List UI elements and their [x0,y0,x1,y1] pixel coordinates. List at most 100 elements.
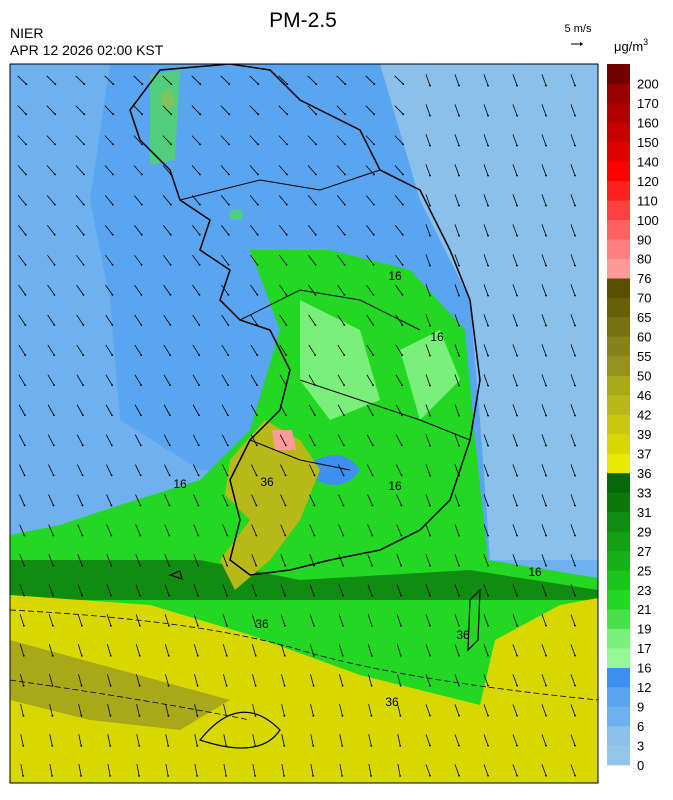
wind-arrow-head [22,624,25,627]
wind-arrow [252,764,256,776]
wind-arrow-head [313,534,316,537]
wind-arrow-head [111,203,114,206]
wind-arrow-head [286,83,289,86]
contour-label: 16 [173,477,187,491]
wind-arrow [512,134,518,146]
wind-arrow [541,344,547,356]
wind-arrow-head [344,173,346,176]
wind-arrow-head [370,744,373,747]
wind-arrow [133,75,143,85]
wind-arrow-head [458,684,460,687]
wind-arrow-head [429,414,431,417]
wind-arrow-head [140,263,143,266]
wind-arrow-head [458,144,460,147]
wind-arrow [310,674,314,686]
wind-arrow [454,194,460,206]
wind-arrow [17,75,27,85]
colorbar-label: 6 [637,719,644,734]
wind-arrow [310,734,314,746]
wind-arrow-head [574,774,576,777]
wind-arrow [17,225,27,235]
wind-arrow-head [458,114,460,117]
wind-arrow-head [545,234,547,237]
wind-arrow-head [429,354,431,357]
wind-arrow [512,584,518,596]
olive-region [10,640,230,730]
wind-arrow [541,74,547,86]
wind-arrow-head [23,594,25,597]
wind-arrow-head [80,654,83,657]
wind-arrow-head [170,83,173,86]
wind-arrow-head [458,204,460,207]
wind-arrow [425,134,431,146]
wind-arrow [483,644,489,656]
wind-arrow-head [109,774,112,777]
wind-arrow-head [429,714,431,717]
wind-arrow-head [25,113,28,116]
wind-arrow-head [284,564,287,567]
wind-arrow-head [429,444,431,447]
wind-arrow-head [341,624,344,627]
wind-arrow [483,194,489,206]
wind-arrow [394,195,404,205]
wind-arrow-head [401,414,403,417]
wind-arrow-head [371,594,373,597]
wind-arrow-head [197,564,200,567]
wind-arrow [483,284,489,296]
wind-arrow-head [83,113,86,116]
wind-arrow-head [226,534,229,537]
wind-arrow [278,165,288,175]
wind-arrow [368,674,372,686]
wind-arrow [307,165,317,175]
wind-arrow-head [574,744,576,747]
wind-arrow [193,554,199,566]
colorbar-label: 39 [637,427,651,442]
wind-arrow [279,434,287,446]
wind-arrow-head [170,143,172,146]
wind-arrow-head [81,594,83,597]
colorbar-box [607,550,630,571]
wind-arrow [76,284,84,296]
wind-arrow [18,314,26,326]
wind-arrow-head [112,83,115,86]
wind-arrow-head [283,714,286,717]
wind-arrow-head [545,744,547,747]
wind-arrow-head [458,84,460,87]
wind-arrow-head [54,83,57,86]
wind-arrow-head [167,654,170,657]
wind-arrow-head [197,534,200,537]
wind-arrow-head [227,414,229,417]
wind-arrow-head [487,294,489,297]
wind-arrow-head [312,714,315,717]
wind-arrow-head [111,384,113,387]
wind-arrow [17,105,27,115]
wind-arrow-head [226,504,229,507]
wind-arrow-head [54,113,57,116]
wind-arrow [570,344,576,356]
wind-arrow [164,494,170,506]
wind-arrow [512,524,518,536]
borders [179,169,471,471]
wind-arrow [220,225,230,235]
wind-arrow-head [54,173,56,176]
wind-arrow [47,254,55,266]
wind-arrow-head [199,143,201,146]
map: 16 16 16 16 16 36 36 36 36 [10,64,598,783]
wind-arrow [570,674,576,686]
wind-arrow [192,404,200,416]
wind-arrow [339,674,343,686]
wind-arrow [19,554,25,566]
wind-arrow [483,74,489,86]
wind-arrow [483,224,489,236]
wind-arrow-head [81,474,84,477]
wind-arrow-head [109,654,112,657]
wind-arrow [512,284,518,296]
colorbar-label: 80 [637,252,651,267]
wind-arrow [134,374,142,386]
wind-arrow [49,734,53,746]
colorbar-label: 36 [637,466,651,481]
wind-arrow-head [228,83,231,86]
wind-arrow [338,494,344,506]
wind-arrow [133,165,143,175]
wind-arrow [104,165,114,175]
